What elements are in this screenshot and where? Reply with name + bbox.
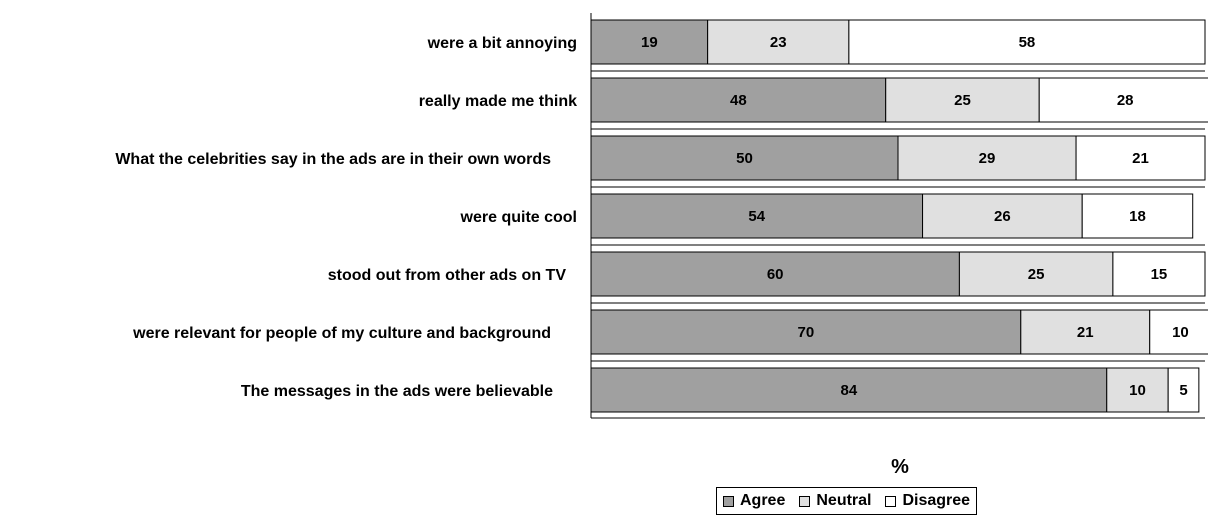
bar-agree: [590, 19, 709, 65]
data-label-neutral: 21: [1077, 324, 1094, 341]
x-axis-unit-label: %: [891, 456, 909, 478]
data-label-disagree: 18: [1129, 208, 1146, 225]
legend-label-agree: Agree: [740, 492, 786, 509]
data-label-agree: 70: [798, 324, 815, 341]
bar-disagree: [1149, 309, 1208, 355]
data-label-agree: 84: [841, 382, 858, 399]
bar-disagree: [1167, 367, 1200, 413]
data-label-neutral: 29: [979, 150, 996, 167]
data-label-neutral: 23: [770, 34, 787, 51]
data-label-neutral: 25: [954, 92, 971, 109]
data-label-neutral: 25: [1028, 266, 1045, 283]
legend-swatch-agree: [723, 495, 734, 507]
legend-swatch-neutral: [799, 495, 811, 507]
category-label: What the celebrities say in the ads are …: [115, 151, 551, 168]
category-label: stood out from other ads on TV: [328, 267, 567, 284]
data-label-agree: 50: [736, 150, 753, 167]
bars: 19 23 58 48 25 28 50 29 21 54 26 18 60 25 15 70 21 10 84 10…: [590, 19, 1208, 413]
bar-agree: [590, 309, 1022, 355]
bar-disagree: [1075, 135, 1206, 181]
data-label-neutral: 10: [1129, 382, 1146, 399]
data-label-agree: 60: [767, 266, 784, 283]
bar-neutral: [897, 135, 1077, 181]
data-label-agree: 48: [730, 92, 747, 109]
bar-agree: [590, 135, 899, 181]
data-label-disagree: 28: [1117, 92, 1134, 109]
category-label: were a bit annoying: [427, 35, 577, 52]
bar-disagree: [1081, 193, 1194, 239]
data-label-disagree: 10: [1172, 324, 1189, 341]
legend-item-disagree: Disagree: [885, 492, 970, 510]
data-label-disagree: 15: [1151, 266, 1168, 283]
data-label-disagree: 5: [1179, 382, 1187, 399]
bar-disagree: [1112, 251, 1206, 297]
category-labels: were a bit annoying really made me think W…: [115, 35, 577, 400]
category-label: were quite cool: [460, 209, 577, 226]
bar-neutral: [958, 251, 1114, 297]
legend-label-neutral: Neutral: [816, 492, 872, 509]
axis: [590, 13, 1205, 419]
category-label: were relevant for people of my culture a…: [132, 325, 551, 342]
bar-neutral: [1020, 309, 1151, 355]
bar-agree: [590, 367, 1108, 413]
bar-disagree: [1038, 77, 1208, 123]
bar-neutral: [1106, 367, 1169, 413]
category-label: The messages in the ads were believable: [241, 383, 553, 400]
legend-item-neutral: Neutral: [799, 492, 871, 510]
data-label-agree: 54: [748, 208, 765, 225]
bar-agree: [590, 251, 960, 297]
data-label-agree: 19: [641, 34, 658, 51]
bar-disagree: [848, 19, 1206, 65]
category-label: really made me think: [419, 93, 577, 110]
legend-swatch-disagree: [885, 495, 897, 507]
data-label-disagree: 58: [1019, 34, 1036, 51]
data-label-neutral: 26: [994, 208, 1011, 225]
bar-neutral: [707, 19, 850, 65]
data-label-disagree: 21: [1132, 150, 1149, 167]
legend-item-agree: Agree: [723, 492, 785, 510]
legend: Agree Neutral Disagree: [716, 487, 978, 515]
legend-label-disagree: Disagree: [902, 492, 971, 509]
